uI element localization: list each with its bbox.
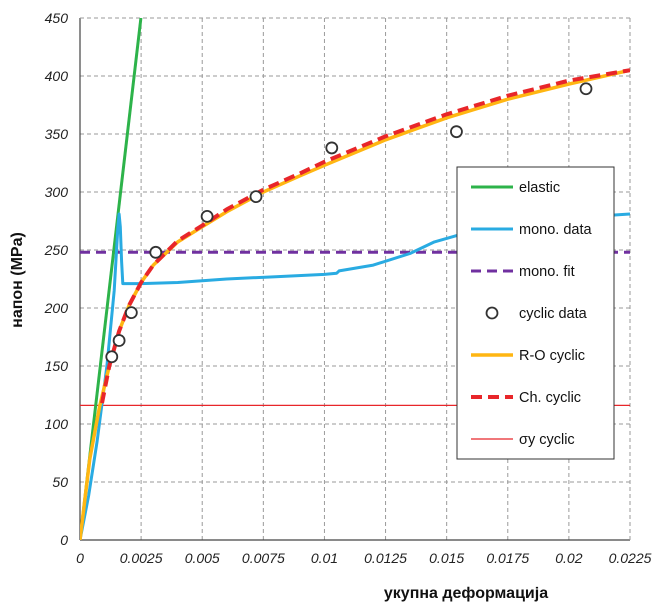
cyclic-data-point — [579, 82, 593, 96]
cyclic-data-point — [249, 190, 263, 204]
cyclic-data-point — [200, 209, 214, 223]
y-tick-label: 50 — [52, 474, 68, 490]
x-tick-label: 0.0225 — [609, 550, 652, 566]
x-tick-label: 0.0175 — [486, 550, 529, 566]
y-tick-label: 100 — [45, 416, 69, 432]
y-axis-title: напон (MPa) — [9, 232, 26, 328]
cyclic-data-point — [105, 350, 119, 364]
y-tick-label: 200 — [44, 300, 69, 316]
y-tick-label: 250 — [44, 242, 69, 258]
x-tick-label: 0 — [76, 550, 84, 566]
cyclic-data-point — [325, 141, 339, 155]
x-tick-label: 0.015 — [429, 550, 464, 566]
y-tick-label: 150 — [45, 358, 69, 374]
tick-labels: 0 0.0025 0.005 0.0075 0.01 0.0125 0.015 0.0175 0… — [44, 10, 652, 566]
cyclic-data-point — [149, 245, 163, 259]
cyclic-data-point — [450, 125, 463, 139]
legend-label-ch-cyclic: Ch. cyclic — [519, 390, 581, 406]
y-tick-label: 400 — [45, 68, 69, 84]
x-tick-label: 0.01 — [311, 550, 338, 566]
x-tick-label: 0.0075 — [242, 550, 285, 566]
y-tick-label: 300 — [45, 184, 69, 200]
legend-label-mono-fit: mono. fit — [519, 264, 575, 280]
x-axis-title: укупна деформација — [384, 585, 548, 602]
plot-area — [79, 17, 631, 541]
legend: elastic mono. data mono. fit cyclic data R-O… — [456, 166, 615, 460]
x-tick-label: 0.02 — [555, 550, 582, 566]
legend-label-r-o-cyclic: R-O cyclic — [519, 348, 585, 364]
legend-marker-cyclic-data — [485, 306, 499, 320]
x-tick-label: 0.005 — [185, 550, 220, 566]
x-tick-label: 0.0025 — [120, 550, 163, 566]
legend-box — [456, 166, 615, 460]
y-tick-label: 350 — [45, 126, 69, 142]
legend-label-mono-data: mono. data — [519, 222, 592, 238]
legend-label-elastic: elastic — [519, 180, 560, 196]
y-tick-label: 0 — [60, 532, 68, 548]
legend-label-y-cyclic: σy cyclic — [519, 432, 575, 448]
x-tick-label: 0.0125 — [364, 550, 407, 566]
cyclic-data-point — [112, 334, 126, 347]
legend-label-cyclic-data: cyclic data — [519, 306, 588, 322]
y-tick-label: 450 — [45, 10, 69, 26]
cyclic-data-point — [124, 306, 138, 320]
